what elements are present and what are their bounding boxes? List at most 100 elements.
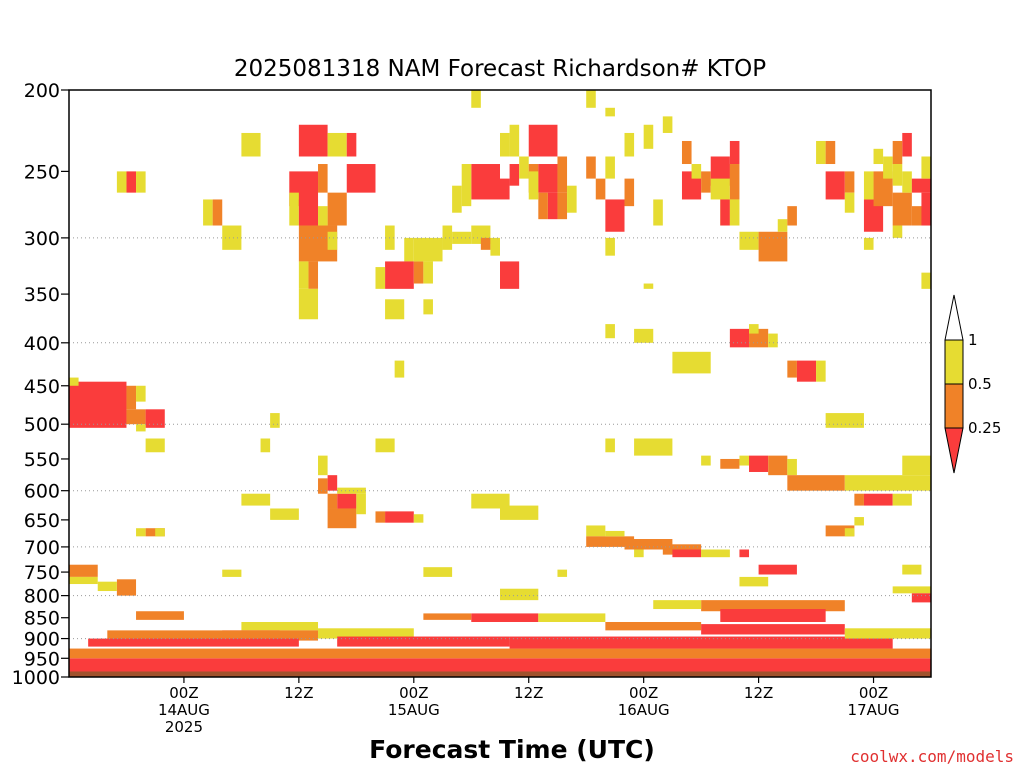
ri-region-yellow	[509, 124, 520, 157]
ri-region-yellow	[567, 185, 577, 213]
ri-region-yellow	[356, 493, 366, 515]
ri-region-red	[863, 493, 893, 506]
ri-region-yellow	[116, 171, 127, 193]
x-tick-label: 00Z	[169, 684, 198, 702]
chart-title: 2025081318 NAM Forecast Richardson# KTOP	[234, 56, 766, 82]
ri-region-yellow	[710, 178, 730, 200]
y-tick-label: 550	[24, 449, 60, 471]
ri-region-yellow	[203, 199, 213, 226]
ri-region-orange	[423, 613, 472, 620]
legend-label: 1	[968, 331, 978, 349]
ri-region-orange	[662, 544, 702, 555]
ri-region-yellow	[528, 171, 539, 200]
ri-region-yellow	[136, 171, 146, 193]
ri-region-orange	[116, 579, 137, 596]
ri-region-orange	[787, 360, 797, 378]
ri-region-yellow	[241, 132, 261, 157]
ri-region-orange	[892, 192, 912, 226]
ri-region-red	[729, 328, 750, 348]
ri-region-orange	[107, 630, 319, 641]
ri-region-orange	[825, 140, 836, 165]
ri-region-orange	[701, 171, 711, 193]
ri-region-red	[298, 124, 328, 157]
ri-region-yellow	[136, 385, 146, 402]
ri-region-orange	[595, 178, 606, 200]
x-tick-label: 15AUG	[388, 701, 440, 719]
ri-region-red	[538, 164, 558, 193]
ri-region-orange	[327, 508, 357, 529]
ri-region-orange	[413, 261, 424, 284]
ri-region-yellow	[586, 90, 596, 108]
y-tick-label: 250	[24, 161, 60, 183]
ri-region-red	[720, 199, 730, 226]
ri-region-red	[145, 409, 165, 428]
ground-fill	[69, 671, 931, 677]
ri-region-yellow	[634, 328, 654, 343]
ri-region-yellow	[298, 288, 319, 320]
ri-region-yellow	[375, 438, 395, 453]
ri-region-yellow	[883, 156, 893, 179]
ri-region-red	[739, 549, 750, 558]
ri-region-yellow	[739, 455, 750, 466]
ri-region-red	[337, 636, 510, 647]
ri-region-yellow	[729, 199, 740, 226]
ri-region-orange	[327, 493, 338, 509]
ri-region-red	[471, 613, 539, 622]
ri-region-red	[825, 171, 845, 200]
ri-region-yellow	[519, 156, 529, 179]
x-axis-title: Forecast Time (UTC)	[369, 735, 655, 764]
ri-region-red	[327, 475, 338, 491]
y-tick-label: 1000	[12, 667, 60, 689]
ri-region-yellow	[653, 199, 663, 226]
ri-region-yellow	[902, 564, 922, 575]
ri-region-orange	[557, 192, 568, 220]
legend-swatch-orange	[944, 383, 964, 429]
y-axis-labels: 200 250 300 350 400 450 500 550 600 650 700 7508008…	[12, 80, 69, 689]
legend-label: 0.5	[968, 375, 992, 393]
y-tick-label: 350	[24, 284, 60, 306]
ri-region-yellow	[452, 185, 462, 213]
ri-region-red	[500, 178, 510, 200]
ri-region-orange	[318, 478, 328, 494]
y-tick-label: 900	[24, 629, 60, 651]
x-tick-label: 00Z	[629, 684, 658, 702]
y-tick-label: 600	[24, 481, 60, 503]
ri-region-red	[672, 549, 702, 558]
ri-region-orange	[768, 455, 788, 476]
y-tick-label: 200	[24, 80, 60, 102]
ri-region-yellow	[624, 132, 635, 157]
y-tick-label: 950	[24, 648, 60, 670]
y-tick-label: 700	[24, 537, 60, 559]
ri-region-yellow	[241, 621, 319, 631]
ri-region-yellow	[701, 549, 730, 558]
ri-region-yellow	[844, 528, 855, 537]
ri-region-orange	[825, 525, 855, 537]
ri-region-orange	[375, 511, 386, 523]
legend-label: 0.25	[968, 419, 1001, 437]
ri-region-orange	[787, 475, 845, 491]
ri-region-yellow	[739, 231, 759, 250]
x-tick-label: 14AUG	[158, 701, 210, 719]
ri-region-yellow	[854, 517, 864, 526]
ri-region-yellow	[69, 576, 98, 585]
ri-region-yellow	[270, 508, 299, 520]
ri-region-yellow	[816, 140, 826, 165]
ri-region-red	[796, 360, 817, 382]
ri-region-yellow	[892, 586, 931, 594]
ri-region-yellow	[605, 237, 615, 256]
ri-region-orange	[126, 385, 137, 410]
ri-region-red	[509, 164, 520, 186]
ri-region-red	[88, 638, 299, 647]
ri-region-red	[758, 564, 797, 575]
ri-region-orange	[586, 156, 596, 179]
x-tick-label: 00Z	[859, 684, 888, 702]
ri-region-yellow	[892, 493, 912, 506]
ri-region-yellow	[605, 438, 615, 453]
ri-region-red	[346, 132, 357, 157]
ri-region-yellow	[605, 156, 615, 179]
ri-region-orange	[892, 140, 903, 165]
ri-region-yellow	[298, 261, 309, 289]
ri-region-orange	[69, 648, 931, 659]
ri-region-orange	[873, 171, 893, 207]
ri-region-red	[710, 156, 730, 186]
